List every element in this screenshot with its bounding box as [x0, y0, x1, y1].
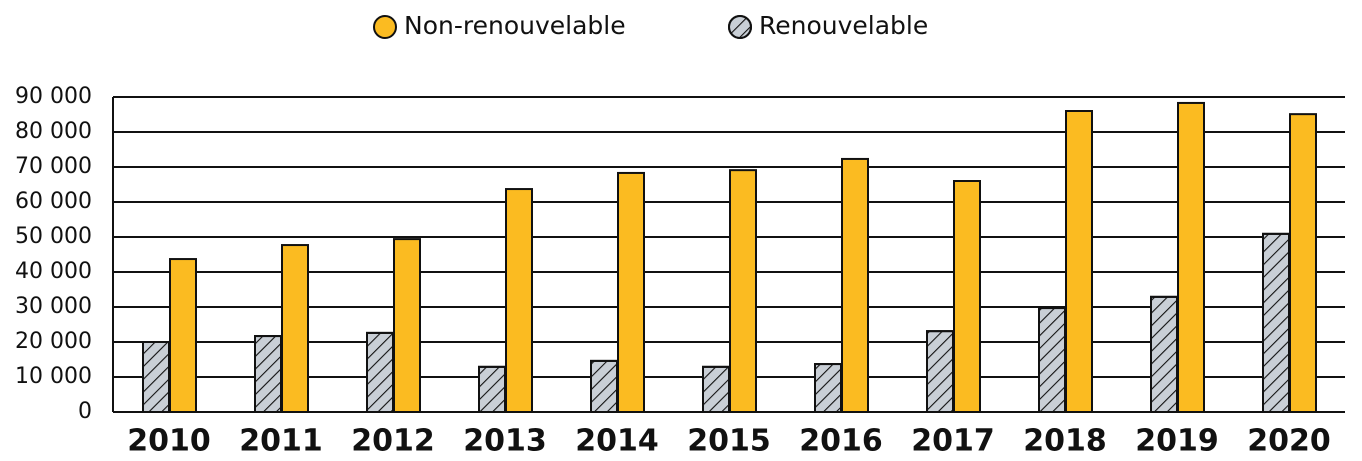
y-tick-label: 80 000	[15, 119, 92, 144]
bar-hatch	[702, 365, 730, 414]
bar	[169, 258, 197, 413]
bar	[617, 171, 645, 413]
y-tick-label: 90 000	[15, 84, 92, 109]
bar	[953, 180, 981, 413]
x-tick-label: 2010	[127, 424, 211, 459]
x-tick-label: 2019	[1135, 424, 1219, 459]
bar-hatch	[142, 341, 170, 413]
bar-hatch	[590, 359, 618, 413]
x-tick-label: 2013	[463, 424, 547, 459]
bar-hatch	[1038, 307, 1066, 413]
x-tick-label: 2018	[1023, 424, 1107, 459]
y-tick-label: 60 000	[15, 189, 92, 214]
x-tick-label: 2014	[575, 424, 659, 459]
bar	[1289, 113, 1317, 414]
x-tick-label: 2012	[351, 424, 435, 459]
legend-swatch-hatch	[728, 15, 752, 39]
bar	[281, 244, 309, 413]
bar	[1177, 101, 1205, 413]
x-tick-label: 2011	[239, 424, 323, 459]
bar-hatch	[1262, 232, 1290, 413]
y-tick-label: 20 000	[15, 329, 92, 354]
bar-hatch	[1150, 295, 1178, 414]
bar	[1065, 110, 1093, 413]
bar-hatch	[366, 331, 394, 413]
bar	[729, 169, 757, 413]
y-tick-label: 0	[78, 399, 92, 424]
bar-hatch	[478, 365, 506, 414]
bar-hatch	[254, 335, 282, 413]
legend-label: Renouvelable	[759, 11, 928, 40]
y-tick-label: 40 000	[15, 259, 92, 284]
y-tick-label: 50 000	[15, 224, 92, 249]
y-tick-label: 70 000	[15, 154, 92, 179]
y-tick-label: 30 000	[15, 294, 92, 319]
bar	[505, 188, 533, 413]
x-tick-label: 2020	[1247, 424, 1331, 459]
bar-hatch	[814, 363, 842, 413]
x-tick-label: 2017	[911, 424, 995, 459]
x-tick-label: 2016	[799, 424, 883, 459]
legend-label: Non-renouvelable	[404, 11, 626, 40]
y-tick-label: 10 000	[15, 364, 92, 389]
bar	[393, 238, 421, 413]
legend-swatch	[373, 15, 397, 39]
bar	[841, 157, 869, 413]
x-tick-label: 2015	[687, 424, 771, 459]
bar-hatch	[926, 330, 954, 413]
